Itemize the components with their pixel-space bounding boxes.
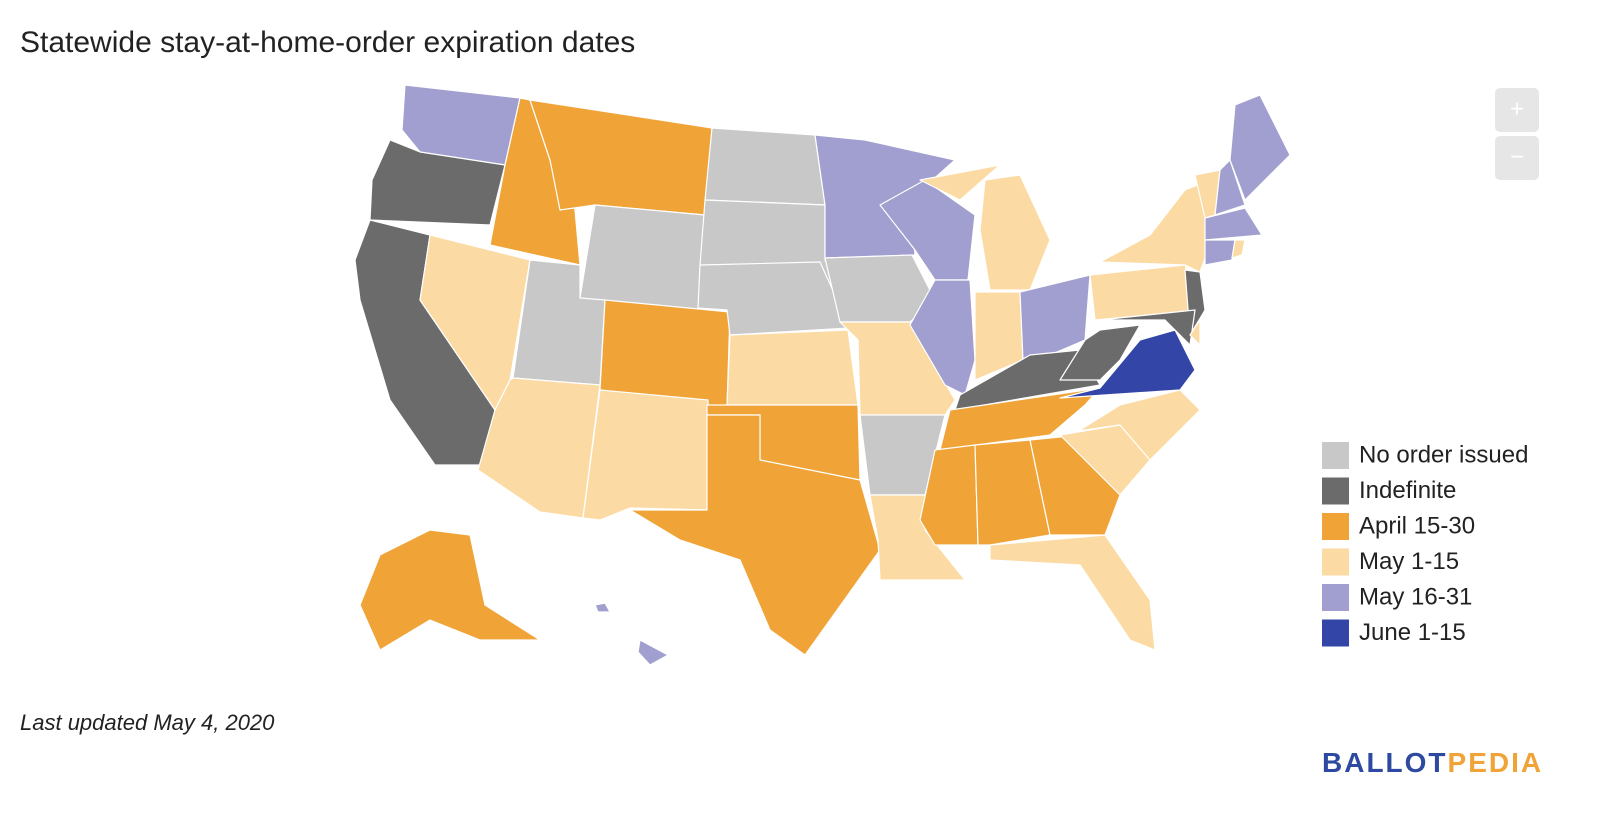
state bbox=[359, 529, 541, 651]
zoom-in-button[interactable] bbox=[1495, 88, 1539, 132]
zoom-in-label[interactable]: + bbox=[1510, 95, 1524, 122]
state bbox=[1059, 324, 1141, 381]
logo-right: PEDIA bbox=[1448, 747, 1544, 778]
state bbox=[1204, 239, 1236, 266]
state bbox=[1204, 207, 1263, 241]
legend-label: May 1-15 bbox=[1359, 548, 1459, 575]
state bbox=[1229, 94, 1291, 201]
state bbox=[704, 127, 826, 206]
state bbox=[579, 204, 706, 311]
map-title: Statewide stay-at-home-order expiration … bbox=[20, 26, 635, 59]
state bbox=[919, 444, 979, 546]
legend-swatch bbox=[1322, 513, 1349, 540]
legend-label: April 15-30 bbox=[1359, 512, 1475, 539]
footnote: Last updated May 4, 2020 bbox=[20, 710, 275, 735]
legend-swatch bbox=[1322, 442, 1349, 469]
legend-swatch bbox=[1322, 477, 1349, 505]
state bbox=[1231, 239, 1246, 259]
state-map bbox=[354, 84, 1291, 666]
state bbox=[529, 99, 713, 216]
legend-label: No order issued bbox=[1359, 441, 1528, 468]
zoom-out-button[interactable] bbox=[1495, 136, 1539, 180]
legend-swatch bbox=[1322, 619, 1349, 647]
state bbox=[1189, 319, 1201, 346]
state bbox=[1019, 274, 1091, 361]
state bbox=[629, 414, 881, 656]
legend-label: June 1-15 bbox=[1359, 619, 1466, 646]
state bbox=[369, 139, 506, 226]
state bbox=[726, 329, 859, 406]
legend-label: May 16-31 bbox=[1359, 583, 1472, 610]
zoom-out-label[interactable]: − bbox=[1510, 143, 1524, 170]
logo-left: BALLOT bbox=[1322, 747, 1448, 778]
state bbox=[974, 439, 1051, 546]
state bbox=[1049, 389, 1201, 461]
state bbox=[594, 602, 669, 666]
legend-swatch bbox=[1322, 548, 1349, 576]
state bbox=[1214, 159, 1246, 216]
legend-label: Indefinite bbox=[1359, 477, 1456, 504]
state bbox=[1099, 309, 1196, 346]
state bbox=[939, 387, 1101, 451]
state bbox=[1099, 179, 1211, 273]
legend-swatch bbox=[1322, 584, 1349, 611]
state bbox=[1059, 329, 1196, 399]
legend: No order issued Indefinite April 15-30 May … bbox=[1322, 441, 1528, 647]
state bbox=[582, 389, 709, 521]
state bbox=[989, 534, 1156, 651]
logo: BALLOTPEDIA bbox=[1322, 747, 1543, 778]
